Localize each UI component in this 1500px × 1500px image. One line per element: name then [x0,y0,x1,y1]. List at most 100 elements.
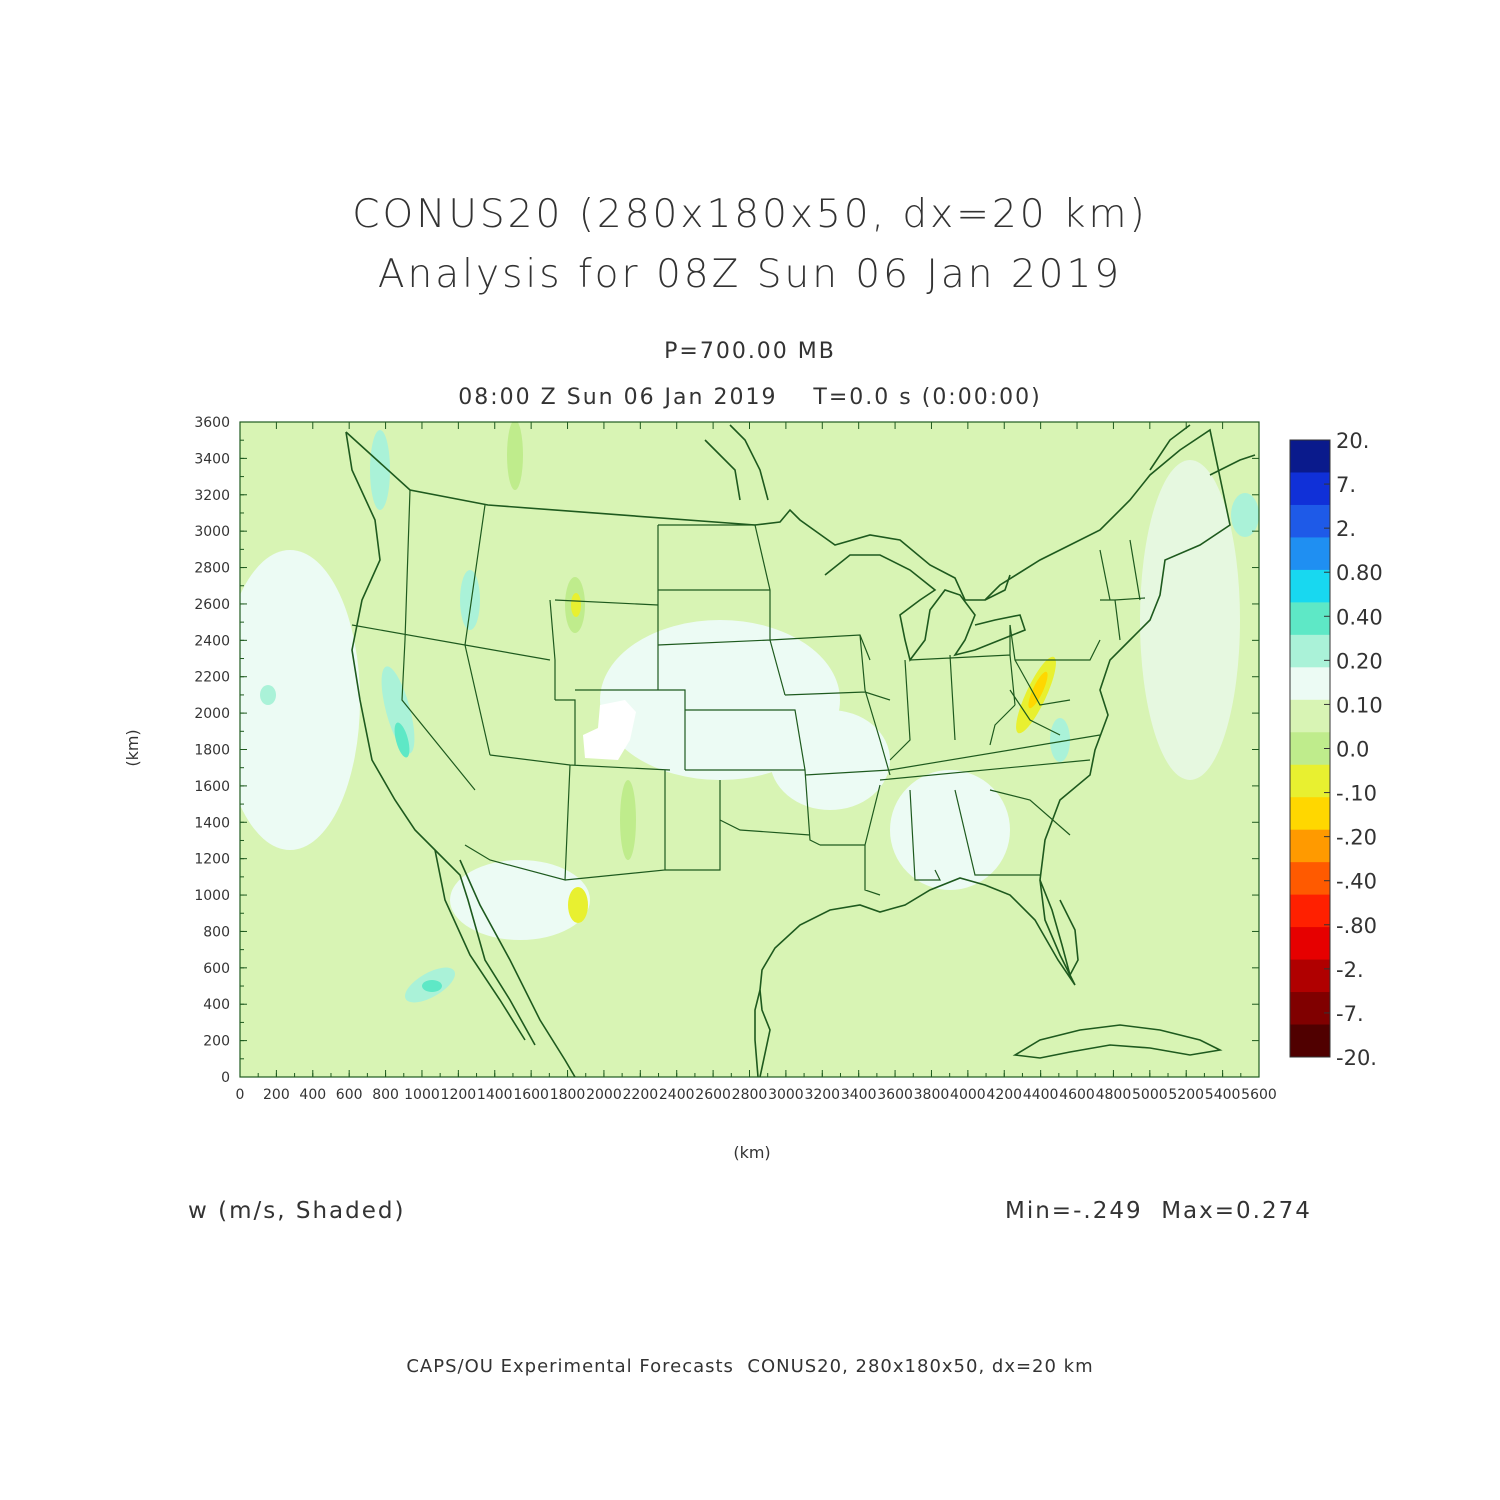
hudson-bay-outline [704,424,769,501]
state-lines-west [351,489,686,791]
colorbar-label: 2. [1336,517,1356,541]
us-coast-and-border-outline [345,428,1231,1077]
colorbar-swatch [1290,537,1330,571]
y-tick-label: 1200 [194,852,230,868]
colorbar-swatch [1290,927,1330,961]
min-max-label: Min=-.249 Max=0.274 [1005,1198,1312,1224]
colorbar-label: 7. [1336,473,1356,497]
x-tick-label: 2800 [732,1087,768,1103]
x-tick-label: 1000 [404,1087,440,1103]
x-tick-label: 3000 [768,1087,804,1103]
y-tick-label: 3400 [194,451,230,467]
shade-cyan-sierra-core [394,722,410,758]
x-tick-label: 4800 [1096,1087,1132,1103]
y-tick-label: 600 [203,961,230,977]
y-axis: 0 200 400 600 800 1000 1200 1400 1600 1800 2000 220… [194,415,1259,1086]
y-tick-label: 1800 [194,743,230,759]
variable-label: w (m/s, Shaded) [188,1198,406,1224]
shade-cyan-maritimes [1231,493,1259,537]
state-lines-northeast [1009,539,1146,736]
x-tick-label: 4600 [1059,1087,1095,1103]
colorbar-label: 0.0 [1336,738,1369,762]
y-tick-label: 3600 [194,415,230,431]
shade-pale-south [890,770,1010,890]
x-tick-label: 200 [263,1087,290,1103]
colorbar-swatch [1290,440,1330,473]
y-tick-label: 2800 [194,561,230,577]
y-tick-label: 1000 [194,888,230,904]
x-tick-label: 4400 [1023,1087,1059,1103]
state-boundaries [351,489,1146,896]
plot-title-line-2: Analysis for 08Z Sun 06 Jan 2019 [377,252,1123,297]
colorbar-swatch [1290,894,1330,928]
colorbar-label: 0.40 [1336,605,1383,629]
shade-negative-wyoming-core [571,593,581,617]
y-tick-label: 2000 [194,706,230,722]
shade-missing-colorado [583,700,636,760]
state-lines-midwest [769,625,1016,776]
colorbar-label: -7. [1336,1002,1364,1026]
shade-cyan-sierra [381,666,415,754]
colorbar-label: -2. [1336,958,1364,982]
colorbar-label: -.10 [1336,782,1377,806]
x-tick-label: 0 [236,1087,245,1103]
x-tick-label: 1400 [477,1087,513,1103]
colorbar-label: -.80 [1336,914,1377,938]
shade-pale-mexico [450,860,590,940]
colorbar-label: 0.20 [1336,649,1383,673]
colorbar-swatch [1290,667,1330,701]
y-tick-label: 2200 [194,670,230,686]
colorbar-swatch [1290,959,1330,993]
x-axis-label: (km) [733,1143,770,1162]
y-tick-label: 2600 [194,597,230,613]
y-tick-label: 0 [221,1070,230,1086]
x-tick-label: 1800 [550,1087,586,1103]
florida-outline [1039,879,1079,978]
x-tick-label: 600 [336,1087,363,1103]
shade-negative-sonora [568,887,588,923]
shade-cyan-pacific [260,685,276,705]
x-tick-label: 4000 [950,1087,986,1103]
x-tick-label: 400 [299,1087,326,1103]
colorbar-swatch [1290,992,1330,1026]
shade-cyan-virginia [1050,718,1070,762]
x-tick-label: 4200 [986,1087,1022,1103]
shade-pale-atlantic [1140,460,1240,780]
shade-cyan-baja-core [422,980,442,992]
mexico-gulf-coast [754,989,761,1077]
colorbar-swatch [1290,764,1330,798]
colorbar-swatch [1290,862,1330,896]
x-axis: 0 200 400 600 800 1000 1200 1400 1600 1800 2000 220… [236,422,1277,1103]
pressure-level-label: P=700.00 MB [664,339,836,364]
y-tick-label: 200 [203,1034,230,1050]
y-tick-label: 2400 [194,633,230,649]
state-lines-southwest [464,764,721,881]
shaded-field-features [240,422,1259,1003]
colorbar-swatch [1290,569,1330,603]
y-tick-label: 3200 [194,488,230,504]
colorbar-swatch [1290,1024,1330,1058]
west-coast-outline [345,431,536,1046]
x-tick-label: 3600 [877,1087,913,1103]
x-tick-label: 1200 [441,1087,477,1103]
shade-cyan-cascades [370,430,390,510]
colorbar-swatch [1290,472,1330,506]
colorbar-label: 0.10 [1336,693,1383,717]
colorbar-label: -.40 [1336,870,1377,894]
colorbar-label: 0.80 [1336,561,1383,585]
x-tick-label: 2600 [695,1087,731,1103]
valid-time-label: 08:00 Z Sun 06 Jan 2019 T=0.0 s (0:00:00… [458,385,1042,410]
y-tick-label: 1400 [194,815,230,831]
x-tick-label: 5400 [1205,1087,1241,1103]
colorbar-swatch [1290,504,1330,538]
x-tick-label: 5600 [1241,1087,1277,1103]
shade-pale-midwest [770,710,890,810]
great-lakes-outline [824,554,1026,662]
colorbar-swatch [1290,634,1330,668]
cuba-outline [1012,1024,1223,1059]
plot-title-line-1: CONUS20 (280x180x50, dx=20 km) [352,192,1148,237]
colorbar-swatch [1290,829,1330,863]
x-tick-label: 5000 [1132,1087,1168,1103]
x-tick-label: 3800 [914,1087,950,1103]
shade-cyan-idaho [460,570,480,630]
